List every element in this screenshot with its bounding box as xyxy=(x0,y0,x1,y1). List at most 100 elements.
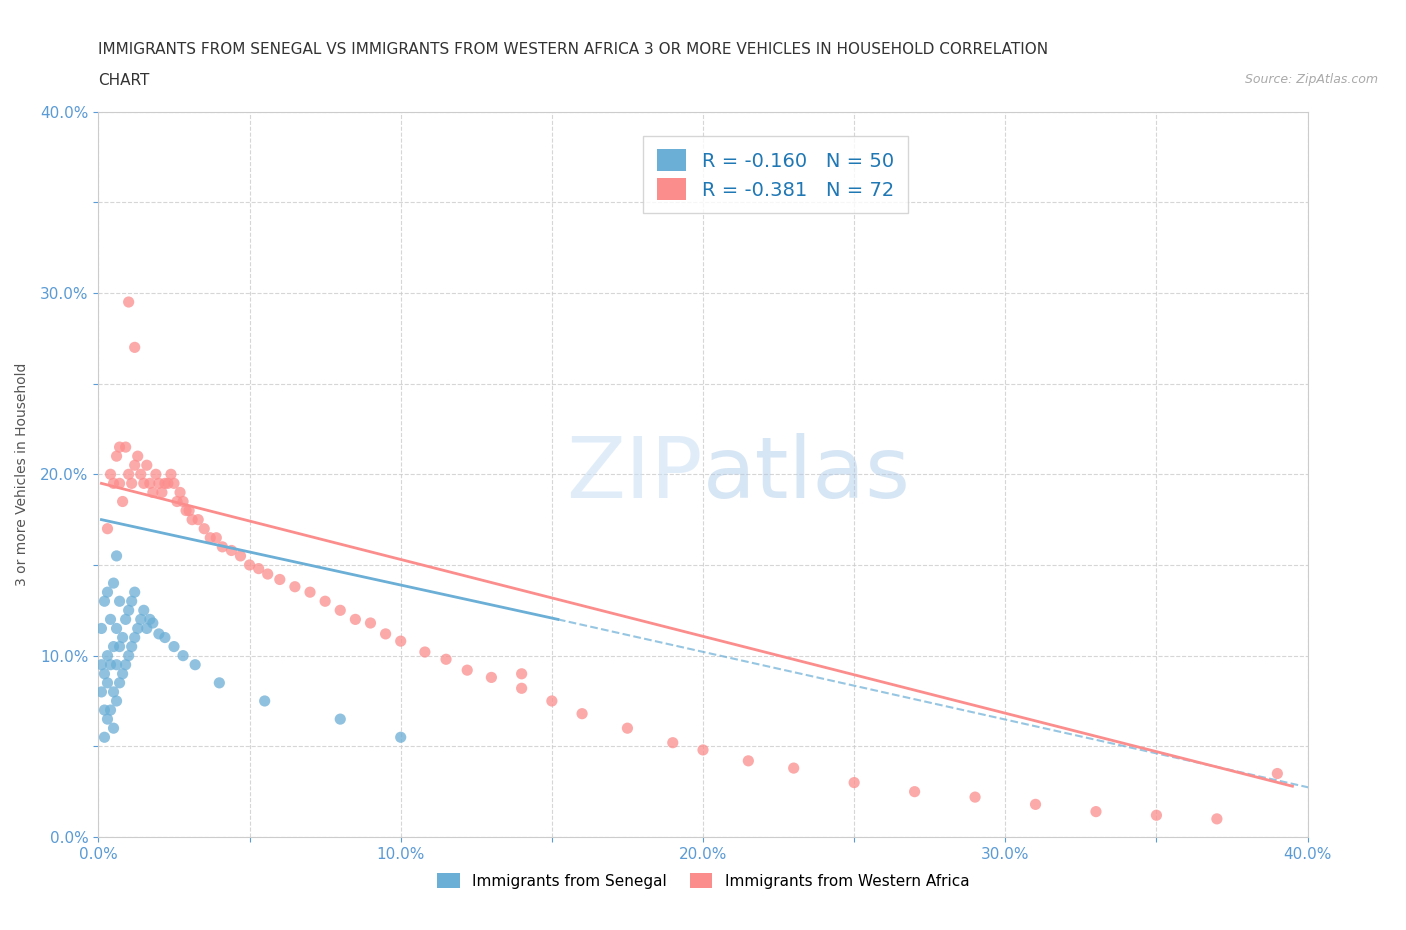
Point xyxy=(114,658,136,672)
Point xyxy=(211,539,233,554)
Point xyxy=(108,440,131,455)
Point xyxy=(93,667,115,682)
Point xyxy=(150,485,173,500)
Point xyxy=(103,576,125,591)
Point xyxy=(239,558,262,573)
Point xyxy=(105,449,128,464)
Point xyxy=(121,639,143,654)
Point xyxy=(253,694,276,709)
Point xyxy=(1024,797,1046,812)
Point xyxy=(100,612,122,627)
Point xyxy=(163,639,186,654)
Point xyxy=(844,776,866,790)
Text: IMMIGRANTS FROM SENEGAL VS IMMIGRANTS FROM WESTERN AFRICA 3 OR MORE VEHICLES IN : IMMIGRANTS FROM SENEGAL VS IMMIGRANTS FR… xyxy=(98,42,1049,57)
Point xyxy=(90,621,112,636)
Point xyxy=(169,485,191,500)
Point xyxy=(129,467,152,482)
Point xyxy=(256,566,278,581)
Point xyxy=(118,603,141,618)
Point xyxy=(111,494,134,509)
Point xyxy=(1206,811,1229,827)
Point xyxy=(205,530,228,545)
Y-axis label: 3 or more Vehicles in Household: 3 or more Vehicles in Household xyxy=(15,363,30,586)
Point xyxy=(172,648,194,663)
Point xyxy=(96,585,118,600)
Point xyxy=(904,784,927,799)
Point xyxy=(139,612,162,627)
Point xyxy=(142,485,165,500)
Point xyxy=(172,494,194,509)
Point xyxy=(153,476,176,491)
Point xyxy=(100,703,122,718)
Point xyxy=(118,467,141,482)
Point xyxy=(389,633,412,648)
Point xyxy=(284,579,307,594)
Point xyxy=(540,694,562,709)
Point xyxy=(269,572,291,587)
Point xyxy=(221,543,243,558)
Point xyxy=(360,616,382,631)
Point xyxy=(374,627,396,642)
Point xyxy=(187,512,209,527)
Point xyxy=(108,594,131,609)
Point xyxy=(160,467,183,482)
Point xyxy=(129,612,152,627)
Text: ZIP: ZIP xyxy=(567,432,703,516)
Point xyxy=(661,736,683,751)
Point xyxy=(1085,804,1108,819)
Point xyxy=(193,521,215,536)
Point xyxy=(344,612,367,627)
Legend: Immigrants from Senegal, Immigrants from Western Africa: Immigrants from Senegal, Immigrants from… xyxy=(430,867,976,895)
Point xyxy=(93,594,115,609)
Point xyxy=(148,627,170,642)
Point xyxy=(692,742,714,757)
Point xyxy=(148,476,170,491)
Point xyxy=(127,621,149,636)
Point xyxy=(510,667,533,682)
Point xyxy=(124,631,146,645)
Point xyxy=(103,721,125,736)
Point xyxy=(96,711,118,726)
Point xyxy=(111,667,134,682)
Point xyxy=(208,675,231,690)
Point xyxy=(299,585,322,600)
Point xyxy=(100,467,122,482)
Point xyxy=(105,658,128,672)
Point xyxy=(783,761,806,776)
Point xyxy=(389,730,412,745)
Text: atlas: atlas xyxy=(703,432,911,516)
Point xyxy=(108,675,131,690)
Point xyxy=(163,476,186,491)
Point xyxy=(127,449,149,464)
Point xyxy=(616,721,638,736)
Point xyxy=(184,658,207,672)
Point xyxy=(114,440,136,455)
Point xyxy=(413,644,436,659)
Point xyxy=(179,503,201,518)
Point xyxy=(124,585,146,600)
Point xyxy=(111,631,134,645)
Text: Source: ZipAtlas.com: Source: ZipAtlas.com xyxy=(1244,73,1378,86)
Point xyxy=(314,594,336,609)
Point xyxy=(114,612,136,627)
Point xyxy=(135,621,157,636)
Point xyxy=(153,631,176,645)
Point xyxy=(329,711,352,726)
Point xyxy=(105,694,128,709)
Point xyxy=(103,639,125,654)
Point xyxy=(247,561,270,576)
Point xyxy=(93,730,115,745)
Point xyxy=(174,503,197,518)
Point xyxy=(510,681,533,696)
Point xyxy=(108,639,131,654)
Point xyxy=(229,549,252,564)
Point xyxy=(181,512,204,527)
Point xyxy=(105,549,128,564)
Point xyxy=(1144,808,1167,823)
Point xyxy=(118,648,141,663)
Text: CHART: CHART xyxy=(98,73,150,87)
Point xyxy=(132,476,155,491)
Point xyxy=(121,476,143,491)
Point xyxy=(121,594,143,609)
Point xyxy=(103,684,125,699)
